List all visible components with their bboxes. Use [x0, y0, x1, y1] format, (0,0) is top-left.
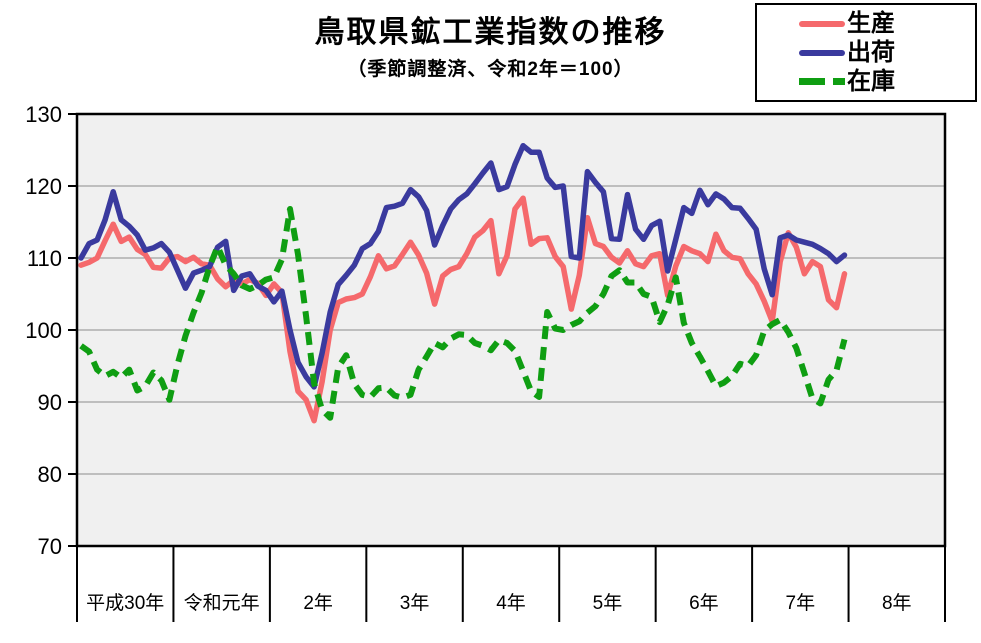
x-axis-year-label: 7年	[786, 592, 816, 614]
legend-item-shipments: 出荷	[799, 38, 971, 66]
y-axis-tick-label: 90	[38, 390, 62, 415]
legend-label-shipments: 出荷	[847, 38, 895, 66]
x-axis-year-label: 平成30年	[86, 592, 164, 614]
x-axis-year-label: 2年	[303, 592, 333, 614]
y-axis-tick-label: 70	[38, 534, 62, 559]
x-axis-year-label: 3年	[400, 592, 430, 614]
y-axis-tick-label: 130	[25, 102, 62, 127]
x-axis-year-label: 8年	[882, 592, 912, 614]
legend: 生産 出荷 在庫	[755, 3, 977, 102]
production-line-swatch	[799, 20, 845, 27]
x-axis-year-label: 4年	[496, 592, 526, 614]
x-axis-year-label: 5年	[593, 592, 623, 614]
shipments-line	[78, 142, 848, 390]
y-axis-tick-label: 80	[38, 462, 62, 487]
x-axis-year-label: 令和元年	[184, 592, 260, 614]
legend-item-inventory: 在庫	[799, 67, 971, 95]
y-axis-tick-label: 120	[25, 174, 62, 199]
legend-label-inventory: 在庫	[847, 67, 895, 95]
legend-item-production: 生産	[799, 9, 971, 37]
inventory-line	[79, 206, 848, 421]
legend-label-production: 生産	[847, 9, 895, 37]
y-axis-tick-label: 110	[27, 246, 62, 271]
shipments-line-swatch	[799, 49, 845, 56]
x-axis-year-label: 6年	[689, 592, 719, 614]
y-axis-tick-label: 100	[25, 318, 62, 343]
plot-border	[75, 112, 947, 548]
inventory-line-swatch	[799, 78, 845, 85]
